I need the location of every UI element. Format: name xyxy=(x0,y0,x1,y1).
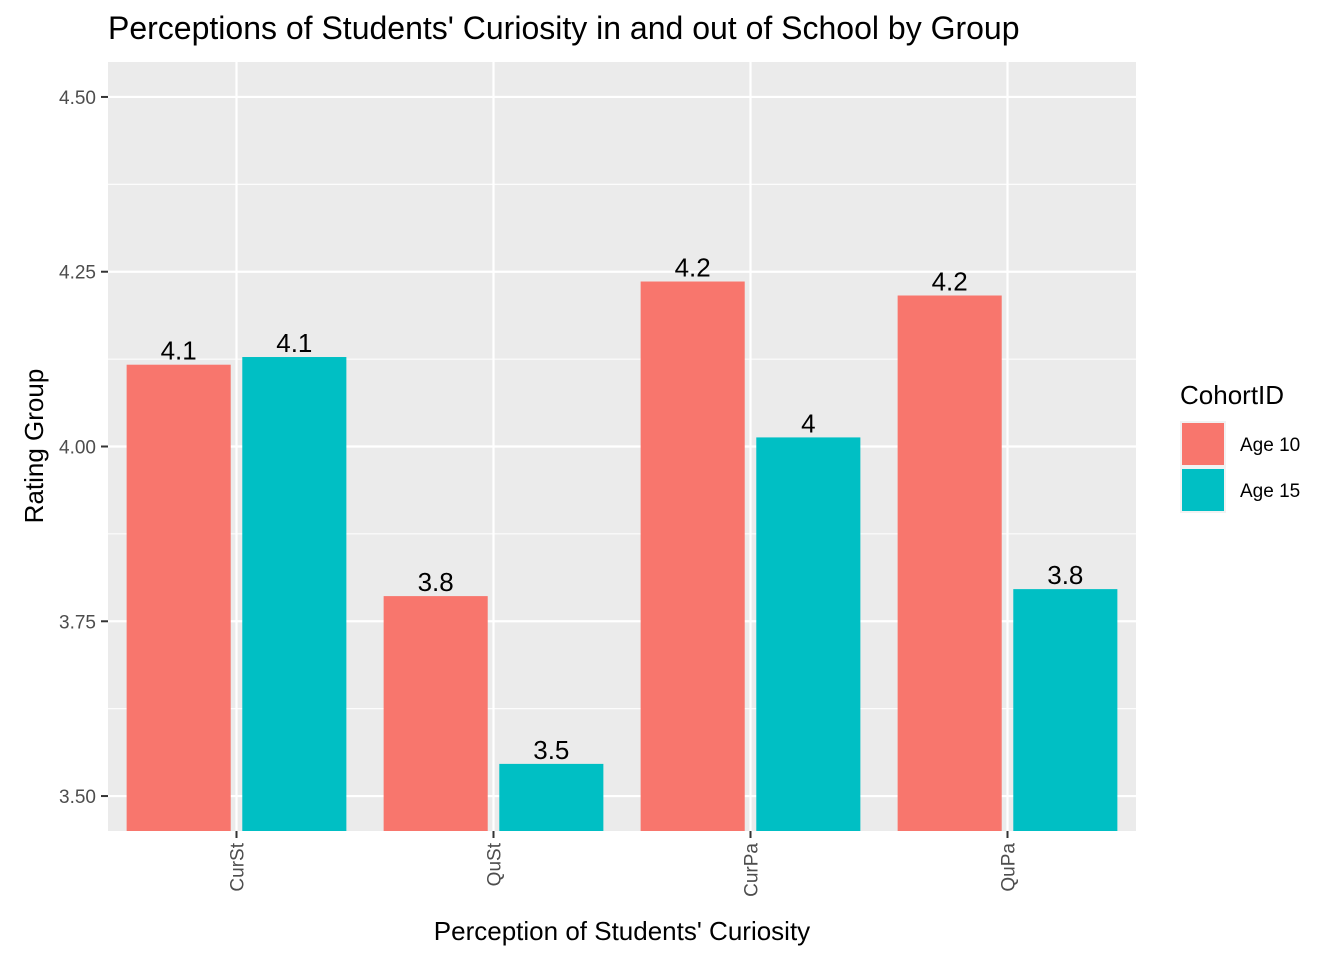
bar xyxy=(897,295,1002,832)
y-tick-label: 4.00 xyxy=(59,438,96,459)
bar-data-label: 4.2 xyxy=(675,253,711,283)
bar xyxy=(126,364,231,831)
bar xyxy=(383,596,488,831)
y-tick-label: 3.50 xyxy=(59,787,96,808)
y-tick-label: 3.75 xyxy=(59,612,96,633)
y-axis: 3.50 3.75 4.00 4.25 4.50 xyxy=(59,88,108,808)
y-tick-label: 4.50 xyxy=(59,88,96,109)
legend-title: CohortID xyxy=(1180,380,1284,410)
bar xyxy=(640,281,745,832)
bar-data-label: 4.1 xyxy=(276,328,312,358)
x-axis: CurSt QuSt CurPa QuPa xyxy=(228,831,1020,897)
x-tick-label: QuPa xyxy=(999,843,1020,892)
bar-data-label: 4 xyxy=(801,408,815,438)
legend-label: Age 15 xyxy=(1240,481,1300,502)
legend-label: Age 10 xyxy=(1240,435,1300,456)
bar-data-label: 3.5 xyxy=(533,735,569,765)
bar-data-label: 3.8 xyxy=(1047,560,1083,590)
legend: CohortID Age 10 Age 15 xyxy=(1180,380,1300,513)
bar-data-label: 4.1 xyxy=(161,336,197,366)
x-axis-title: Perception of Students' Curiosity xyxy=(434,916,810,946)
x-tick-label: QuSt xyxy=(485,842,506,886)
data-labels: 4.1 3.8 4.2 4.2 4.1 3.5 4 3.8 xyxy=(161,253,1084,765)
x-tick-label: CurPa xyxy=(742,843,763,897)
bar xyxy=(1013,589,1118,831)
x-tick-label: CurSt xyxy=(228,842,249,891)
y-tick-label: 4.25 xyxy=(59,263,96,284)
chart-title: Perceptions of Students' Curiosity in an… xyxy=(108,10,1020,46)
bar xyxy=(756,437,861,831)
bars xyxy=(126,281,1118,832)
legend-key xyxy=(1182,423,1224,465)
bar-data-label: 3.8 xyxy=(418,567,454,597)
bar-data-label: 4.2 xyxy=(932,266,968,296)
y-axis-title: Rating Group xyxy=(19,369,49,524)
bar xyxy=(242,357,347,831)
bar xyxy=(499,763,604,831)
legend-key xyxy=(1182,469,1224,511)
